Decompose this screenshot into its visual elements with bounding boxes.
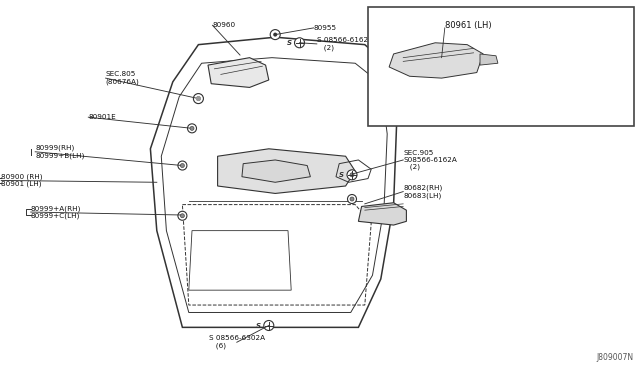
Text: S 08566-6302A
   (6): S 08566-6302A (6): [209, 336, 265, 349]
Polygon shape: [358, 203, 406, 225]
Text: 80901E: 80901E: [88, 114, 116, 120]
Circle shape: [194, 94, 203, 103]
Circle shape: [196, 97, 200, 100]
Circle shape: [350, 173, 354, 177]
Text: 80960: 80960: [212, 22, 236, 28]
Text: SEC.905
S08566-6162A
   (2): SEC.905 S08566-6162A (2): [403, 150, 457, 170]
Circle shape: [347, 170, 357, 180]
Text: 80955: 80955: [314, 25, 337, 31]
Text: S 08566-6162A
   (2): S 08566-6162A (2): [317, 37, 373, 51]
Polygon shape: [389, 43, 483, 78]
Circle shape: [180, 164, 184, 167]
Text: 80900 (RH)
80901 (LH): 80900 (RH) 80901 (LH): [1, 173, 43, 187]
Text: 80999(RH)
80999+B(LH): 80999(RH) 80999+B(LH): [35, 145, 84, 159]
Circle shape: [178, 211, 187, 220]
Polygon shape: [480, 54, 498, 65]
Circle shape: [270, 30, 280, 39]
Circle shape: [294, 38, 305, 48]
Text: SEC.805
(80676A): SEC.805 (80676A): [106, 71, 140, 85]
Circle shape: [178, 161, 187, 170]
Text: 80961 (LH): 80961 (LH): [445, 21, 492, 30]
Polygon shape: [208, 58, 269, 87]
Circle shape: [193, 94, 204, 103]
Circle shape: [264, 321, 274, 330]
Text: S: S: [339, 172, 344, 178]
Bar: [368, 7, 634, 126]
Polygon shape: [242, 160, 310, 182]
Circle shape: [196, 96, 201, 101]
Polygon shape: [218, 149, 355, 193]
Circle shape: [180, 214, 184, 218]
Circle shape: [350, 197, 354, 201]
Circle shape: [188, 124, 196, 133]
Text: J809007N: J809007N: [596, 353, 634, 362]
Circle shape: [190, 126, 194, 130]
Circle shape: [348, 170, 356, 179]
Circle shape: [348, 195, 356, 203]
Text: S: S: [287, 40, 292, 46]
Circle shape: [273, 33, 277, 36]
Text: 80999+A(RH)
80999+C(LH): 80999+A(RH) 80999+C(LH): [31, 205, 81, 219]
Text: 80682(RH)
80683(LH): 80682(RH) 80683(LH): [403, 185, 442, 199]
Text: S: S: [256, 323, 261, 328]
